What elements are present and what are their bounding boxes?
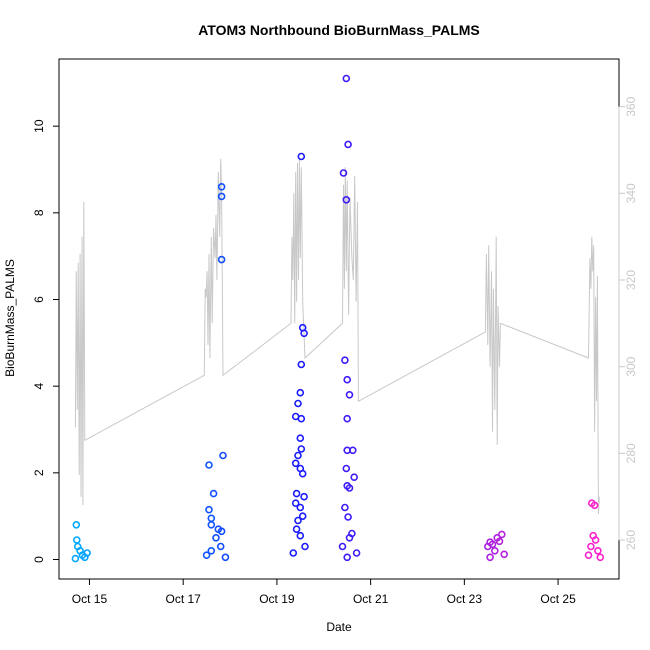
data-point [217, 527, 226, 536]
data-point [591, 536, 600, 544]
x-tick-label: Oct 17 [166, 592, 202, 606]
data-point [71, 554, 80, 563]
data-point [495, 537, 504, 546]
data-point [219, 451, 227, 460]
data-point [298, 469, 307, 478]
data-point [294, 399, 302, 408]
data-point [212, 533, 220, 542]
data-point [298, 512, 307, 521]
data-point [291, 459, 300, 468]
y-tick-label: 4 [32, 383, 46, 390]
x-tick-label: Oct 19 [259, 592, 295, 606]
data-point [217, 183, 226, 191]
y-tick-label: 2 [32, 469, 46, 476]
data-point [209, 489, 218, 498]
x-tick-label: Oct 25 [540, 592, 576, 606]
data-point [297, 360, 306, 369]
secondary-y-tick-label: 340 [624, 183, 638, 203]
data-point [294, 516, 302, 525]
data-point [297, 445, 306, 453]
data-point [341, 356, 349, 365]
data-point [221, 553, 230, 562]
y-axis: 0 2 4 6 8 10 [32, 119, 60, 563]
data-point [297, 414, 306, 423]
data-point [343, 375, 352, 384]
secondary-y-tick-label: 280 [624, 443, 638, 463]
data-point [352, 549, 361, 557]
data-point [345, 484, 354, 492]
data-point [207, 520, 216, 529]
data-point [205, 461, 213, 469]
data-point [488, 540, 497, 549]
data-point [344, 140, 352, 149]
point-layer [71, 74, 605, 563]
data-point [345, 390, 354, 399]
data-point [217, 192, 226, 201]
data-point [300, 329, 308, 338]
secondary-y-tick-label: 360 [624, 96, 638, 116]
x-tick-label: Oct 21 [353, 592, 389, 606]
data-point [345, 533, 354, 542]
plot-frame [58, 58, 620, 580]
data-point [587, 542, 595, 551]
data-point [594, 546, 602, 555]
data-point [343, 553, 352, 562]
data-point [72, 520, 81, 529]
secondary-y-tick-label: 300 [624, 356, 638, 376]
data-point [341, 503, 349, 512]
y-tick-label: 0 [32, 556, 46, 563]
data-point [216, 542, 225, 551]
data-point [490, 546, 499, 555]
data-point [289, 549, 298, 557]
data-point [292, 525, 301, 534]
data-point [296, 434, 305, 443]
x-axis: Oct 15 Oct 17 Oct 19 Oct 21 Oct 23 Oct 25 [72, 578, 576, 606]
y-tick-label: 6 [32, 296, 46, 303]
data-point [343, 414, 352, 423]
data-point [207, 514, 216, 523]
data-point [301, 542, 309, 551]
x-tick-label: Oct 15 [72, 592, 108, 606]
data-point [338, 542, 347, 551]
secondary-series-line [74, 158, 600, 515]
data-point [217, 255, 226, 264]
data-point [292, 489, 301, 498]
y-tick-label: 8 [32, 209, 46, 216]
data-point [342, 196, 351, 204]
data-point [296, 503, 305, 512]
data-point [348, 446, 357, 455]
y-tick-label: 10 [32, 119, 46, 133]
data-point [596, 553, 605, 562]
data-point [339, 169, 348, 177]
data-point [590, 501, 599, 510]
data-point [294, 451, 302, 460]
data-point [486, 553, 494, 562]
secondary-y-tick-label: 320 [624, 270, 638, 290]
data-point [207, 546, 216, 555]
data-point [344, 513, 352, 521]
data-point [296, 531, 305, 540]
secondary-y-axis: 260 280 300 320 340 360 [618, 96, 638, 550]
data-point [205, 505, 213, 514]
chart-title: ATOM3 Northbound BioBurnMass_PALMS [198, 22, 480, 38]
data-point [497, 530, 506, 539]
y-axis-label: BioBurnMass_PALMS [3, 259, 17, 377]
data-point [342, 464, 351, 473]
secondary-y-tick-label: 260 [624, 530, 638, 550]
data-point [296, 388, 305, 397]
data-point [202, 551, 211, 560]
data-point [73, 536, 81, 544]
data-point [297, 152, 306, 161]
data-point [350, 473, 359, 482]
data-point [83, 549, 91, 557]
data-point [500, 550, 509, 559]
data-point [300, 492, 308, 501]
secondary-line-layer [74, 158, 600, 515]
data-point [584, 551, 593, 560]
x-axis-label: Date [326, 620, 352, 634]
x-tick-label: Oct 23 [447, 592, 483, 606]
data-point [291, 499, 300, 508]
data-point [342, 74, 351, 83]
